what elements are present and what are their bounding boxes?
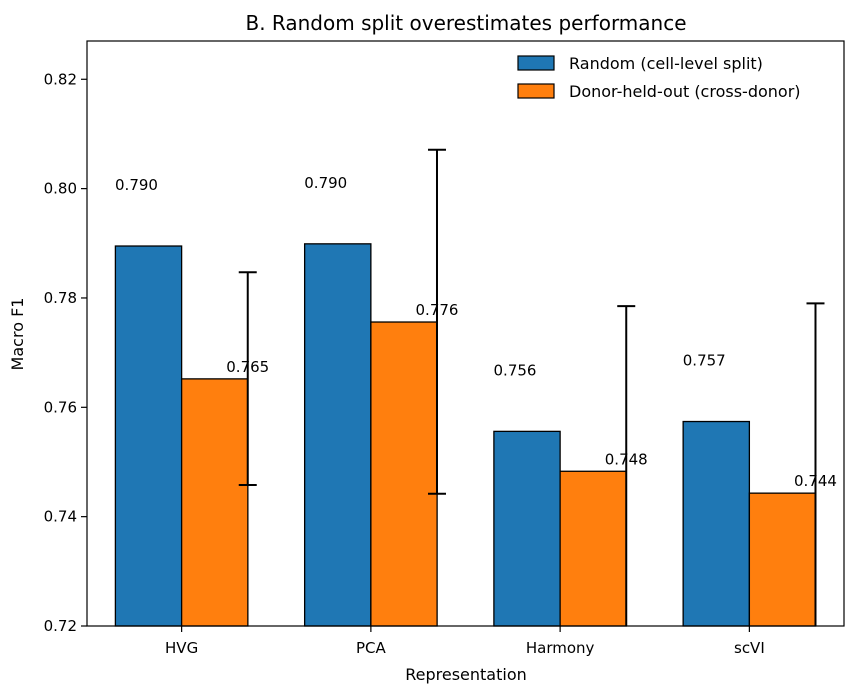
data-label: 0.748 bbox=[605, 450, 648, 468]
bar-random bbox=[682, 420, 751, 627]
bar-random bbox=[303, 243, 372, 627]
axes-frame bbox=[86, 40, 845, 627]
y-tick-label: 0.78 bbox=[44, 289, 77, 307]
chart-title: B. Random split overestimates performanc… bbox=[245, 11, 686, 35]
y-tick-label: 0.80 bbox=[44, 180, 77, 198]
legend-swatch bbox=[517, 83, 555, 99]
data-label: 0.756 bbox=[494, 361, 537, 379]
x-axis: HVG PCA Harmony scVI bbox=[165, 626, 765, 657]
y-tick-label: 0.82 bbox=[44, 70, 77, 88]
y-tick-label: 0.72 bbox=[44, 617, 77, 635]
bar-random bbox=[114, 245, 183, 627]
data-label: 0.765 bbox=[226, 358, 269, 376]
data-label: 0.776 bbox=[416, 301, 459, 319]
x-tick-label: scVI bbox=[734, 639, 765, 657]
bar-donor-held-out bbox=[748, 492, 817, 627]
data-label: 0.790 bbox=[304, 174, 347, 192]
legend: Random (cell-level split) Donor-held-out … bbox=[517, 54, 801, 101]
x-tick-label: Harmony bbox=[526, 639, 595, 657]
x-axis-label: Representation bbox=[405, 665, 527, 684]
y-axis-label: Macro F1 bbox=[8, 298, 27, 371]
legend-label: Donor-held-out (cross-donor) bbox=[569, 82, 801, 101]
bar-donor-held-out bbox=[180, 378, 249, 627]
data-label: 0.757 bbox=[683, 352, 726, 370]
x-tick-label: HVG bbox=[165, 639, 198, 657]
bar-donor-held-out bbox=[559, 470, 628, 627]
data-label: 0.790 bbox=[115, 176, 158, 194]
y-tick-label: 0.74 bbox=[44, 508, 77, 526]
plot-area: 0.790 0.765 0.790 0.776 0.756 0.748 0.757 0.744 bbox=[114, 148, 837, 627]
legend-label: Random (cell-level split) bbox=[569, 54, 763, 73]
data-label: 0.744 bbox=[794, 472, 837, 490]
y-tick-label: 0.76 bbox=[44, 398, 77, 416]
x-tick-label: PCA bbox=[356, 639, 387, 657]
bar-donor-held-out bbox=[370, 321, 438, 627]
y-axis: 0.72 0.74 0.76 0.78 0.80 0.82 bbox=[44, 70, 87, 635]
legend-swatch bbox=[517, 55, 555, 71]
bar-random bbox=[493, 430, 561, 627]
